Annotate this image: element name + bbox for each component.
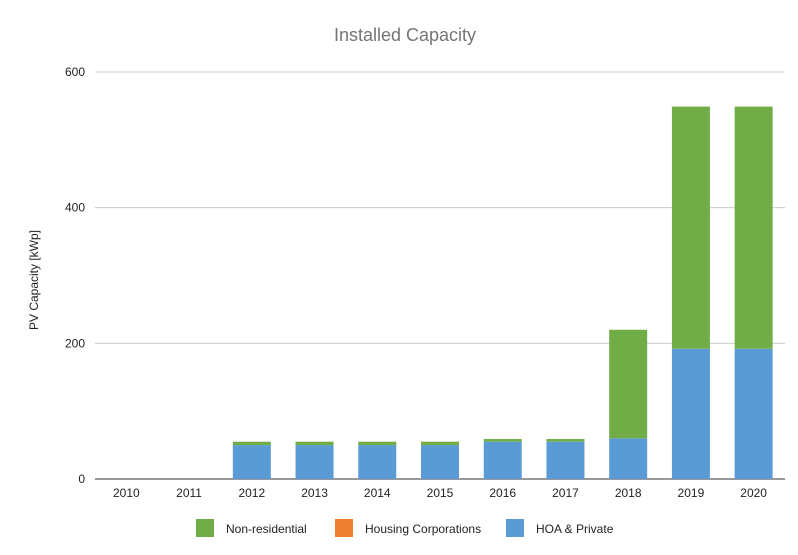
x-tick-label: 2017 [552, 486, 579, 500]
x-tick-label: 2013 [301, 486, 328, 500]
bar-non-residential-2019 [671, 106, 710, 349]
bar-hoa-private-2013 [295, 445, 334, 479]
x-tick-label: 2012 [238, 486, 265, 500]
x-tick-label: 2010 [113, 486, 140, 500]
y-tick-label: 0 [78, 472, 85, 486]
x-tick-label: 2011 [176, 486, 202, 500]
y-tick-label: 600 [65, 65, 85, 79]
legend-swatch-housing-corporations [335, 519, 353, 537]
bar-non-residential-2017 [546, 438, 585, 442]
bar-hoa-private-2017 [546, 441, 585, 479]
x-tick-label: 2015 [427, 486, 454, 500]
bar-hoa-private-2018 [609, 438, 648, 479]
bar-non-residential-2012 [232, 441, 271, 446]
bar-hoa-private-2015 [421, 445, 459, 479]
legend: Non-residential Housing Corporations HOA &… [196, 519, 614, 537]
bar-hoa-private-2014 [358, 445, 397, 479]
x-tick-label: 2018 [615, 486, 642, 500]
x-tick-label: 2016 [489, 486, 516, 500]
legend-label-non-residential: Non-residential [226, 522, 307, 536]
chart-title: Installed Capacity [334, 25, 476, 45]
bar-hoa-private-2016 [483, 441, 522, 479]
bar-non-residential-2015 [421, 441, 459, 446]
bar-hoa-private-2012 [232, 445, 271, 479]
x-tick-label: 2014 [364, 486, 391, 500]
y-axis-label: PV Capacity [kWp] [27, 230, 41, 330]
bars-layer [232, 106, 773, 479]
bar-non-residential-2020 [734, 106, 773, 349]
bar-non-residential-2014 [358, 441, 397, 446]
bar-non-residential-2018 [609, 329, 648, 439]
y-tick-label: 200 [65, 336, 85, 350]
bar-hoa-private-2020 [734, 348, 773, 479]
y-tick-label: 400 [65, 201, 85, 215]
bar-hoa-private-2019 [671, 348, 710, 479]
legend-label-hoa-private: HOA & Private [536, 522, 614, 536]
legend-label-housing-corporations: Housing Corporations [365, 522, 481, 536]
x-ticks-layer: 2010 2011 2012 2013 2014 2015 2016 2017 2018 2019… [113, 486, 767, 500]
legend-swatch-hoa-private [506, 519, 524, 537]
bar-non-residential-2013 [295, 441, 334, 446]
x-tick-label: 2019 [678, 486, 705, 500]
bar-non-residential-2016 [483, 438, 522, 442]
legend-swatch-non-residential [196, 519, 214, 537]
x-tick-label: 2020 [740, 486, 767, 500]
